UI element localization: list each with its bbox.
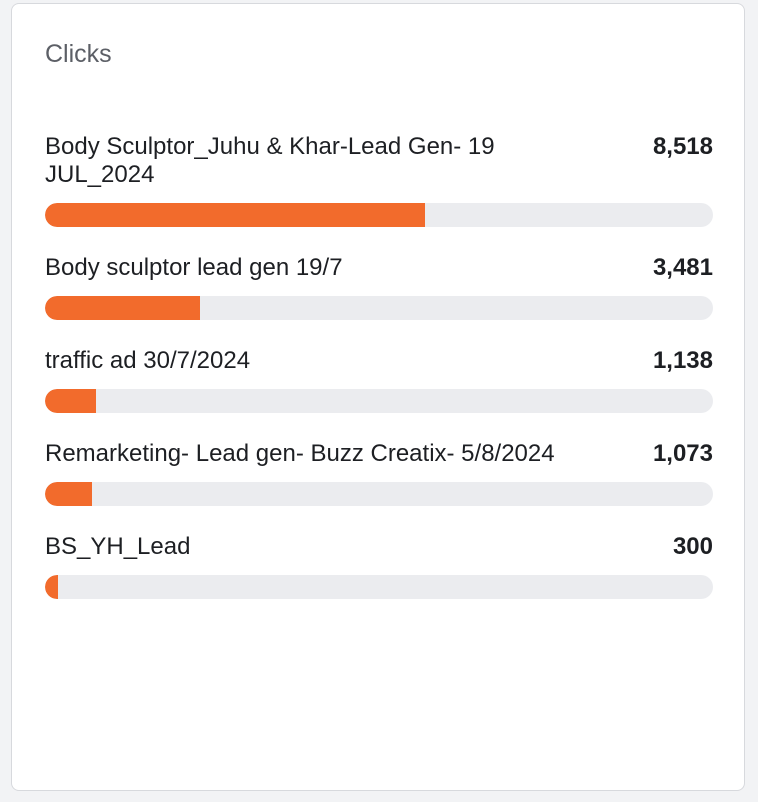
list-item[interactable]: traffic ad 30/7/2024 1,138 [45,347,713,413]
list-item[interactable]: Remarketing- Lead gen- Buzz Creatix- 5/8… [45,440,713,506]
row-label: traffic ad 30/7/2024 [45,347,251,374]
row-label: Remarketing- Lead gen- Buzz Creatix- 5/8… [45,440,555,467]
row-value: 1,138 [652,347,713,374]
row-value: 1,073 [652,440,713,467]
progress-fill [45,389,96,413]
progress-track [45,482,713,506]
list-item[interactable]: Body sculptor lead gen 19/7 3,481 [45,254,713,320]
progress-fill [45,296,200,320]
list-item[interactable]: BS_YH_Lead 300 [45,533,713,599]
progress-track [45,389,713,413]
list-item[interactable]: Body Sculptor_Juhu & Khar-Lead Gen- 19 J… [45,133,713,227]
progress-fill [45,575,59,599]
row-label: Body Sculptor_Juhu & Khar-Lead Gen- 19 J… [45,133,495,188]
progress-track [45,296,713,320]
progress-track [45,575,713,599]
row-label: Body sculptor lead gen 19/7 [45,254,343,281]
progress-fill [45,482,93,506]
row-value: 300 [672,533,713,560]
clicks-list: Body Sculptor_Juhu & Khar-Lead Gen- 19 J… [45,133,713,626]
row-value: 3,481 [652,254,713,281]
clicks-card: Clicks Body Sculptor_Juhu & Khar-Lead Ge… [11,3,745,791]
progress-track [45,203,713,227]
row-value: 8,518 [652,133,713,160]
progress-fill [45,203,426,227]
row-label: BS_YH_Lead [45,533,191,560]
card-title: Clicks [45,40,112,68]
